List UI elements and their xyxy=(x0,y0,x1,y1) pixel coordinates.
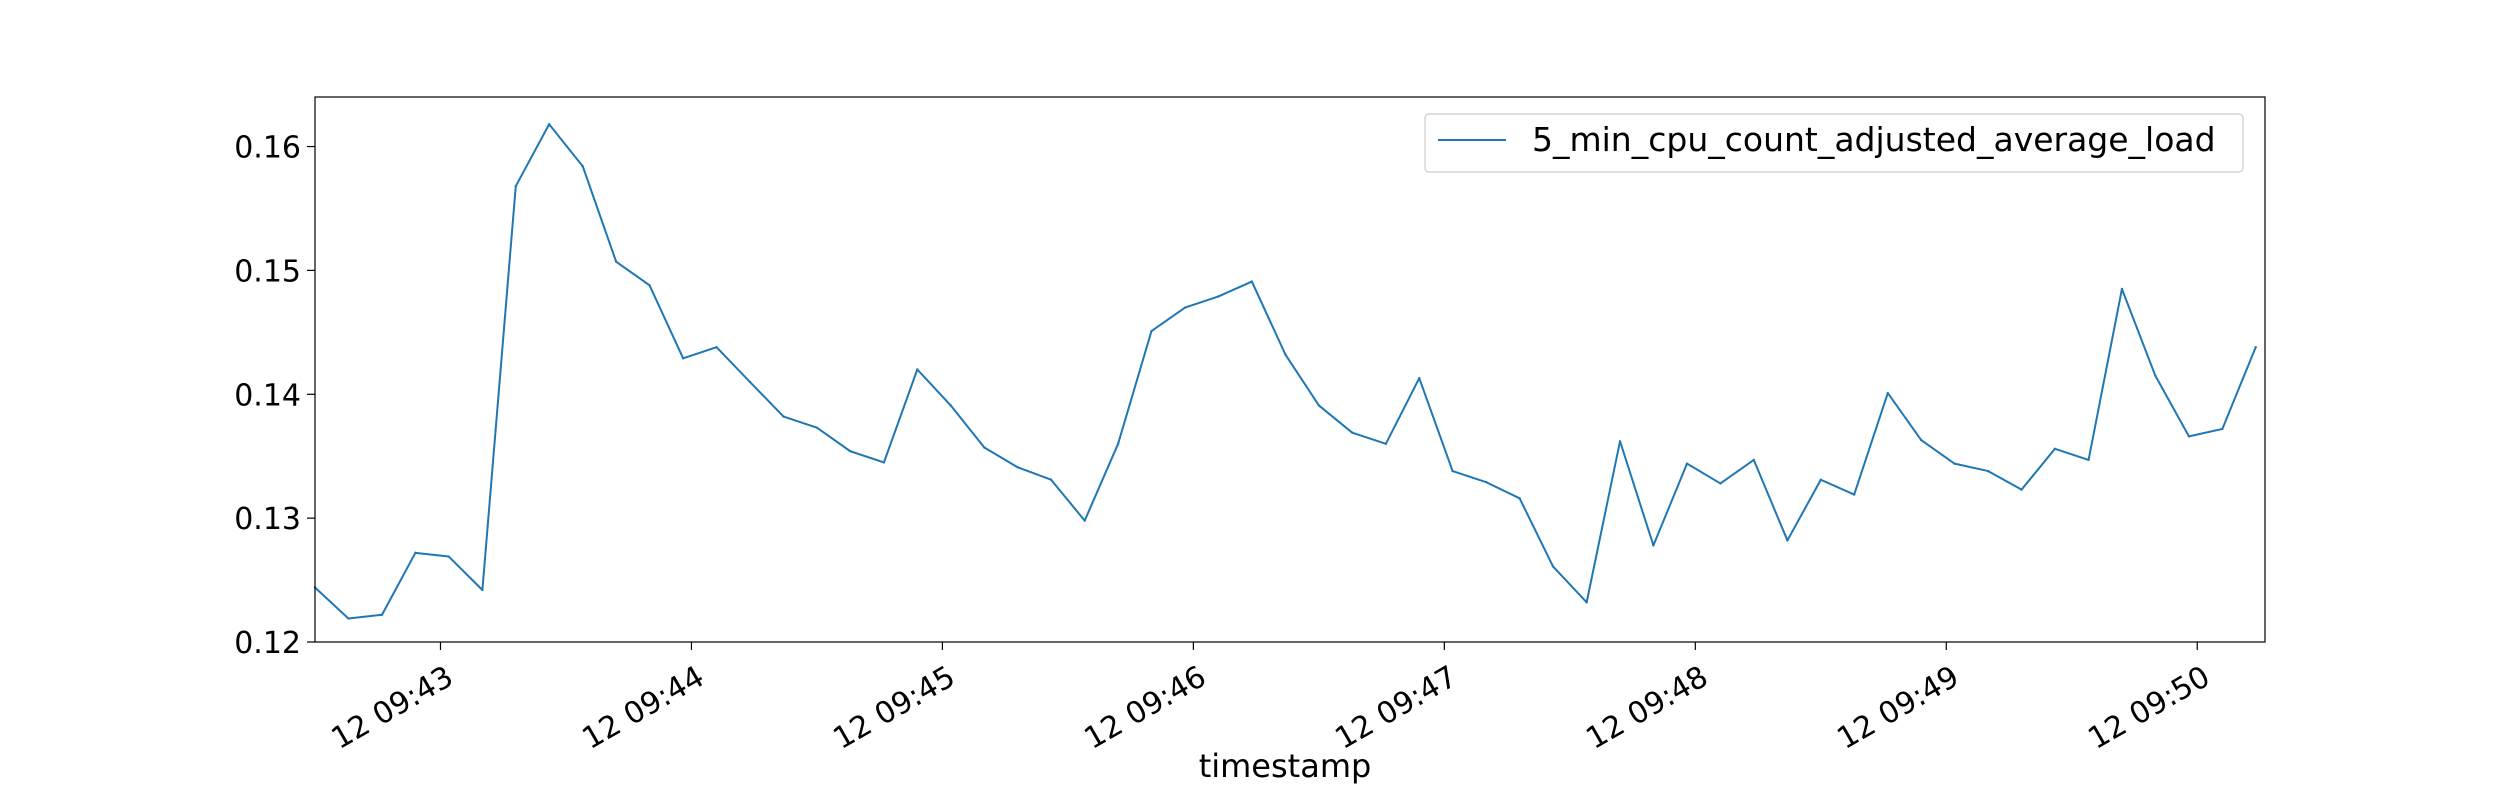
data-point xyxy=(2120,287,2124,291)
legend: 5_min_cpu_count_adjusted_average_load xyxy=(1424,113,2244,173)
data-point xyxy=(581,165,584,168)
data-point xyxy=(547,123,551,126)
data-point xyxy=(849,450,852,453)
data-point xyxy=(648,284,651,287)
data-point xyxy=(1719,482,1722,485)
data-point xyxy=(882,461,886,464)
data-point xyxy=(1183,306,1187,309)
data-point xyxy=(347,617,350,620)
data-point xyxy=(1652,544,1655,547)
data-point xyxy=(782,415,785,418)
series-layer xyxy=(313,123,2257,620)
y-tick-label: 0.15 xyxy=(234,254,301,289)
data-point xyxy=(1685,462,1689,465)
data-point xyxy=(414,551,417,555)
data-point xyxy=(481,588,484,592)
data-point xyxy=(1451,469,1454,473)
data-point xyxy=(815,426,819,429)
data-point xyxy=(715,346,718,349)
data-point xyxy=(1217,295,1220,298)
data-point xyxy=(1116,442,1120,446)
data-point xyxy=(1886,391,1890,395)
legend-box xyxy=(1424,113,2244,173)
data-point xyxy=(1418,376,1421,380)
data-point xyxy=(1384,442,1388,446)
data-point xyxy=(1551,565,1555,568)
data-point xyxy=(1919,438,1923,442)
data-point xyxy=(2254,346,2257,349)
y-axis: 0.12 0.13 0.14 0.15 0.16 xyxy=(234,131,315,661)
y-tick-label: 0.14 xyxy=(234,378,301,413)
data-point xyxy=(2187,435,2191,438)
data-point xyxy=(1585,601,1588,604)
data-point xyxy=(614,260,618,263)
data-point xyxy=(748,380,752,384)
y-tick-label: 0.13 xyxy=(234,502,301,537)
y-tick-label: 0.16 xyxy=(234,131,301,166)
legend-label: 5_min_cpu_count_adjusted_average_load xyxy=(1532,120,2216,159)
data-point xyxy=(1284,353,1287,356)
data-point xyxy=(447,555,450,558)
data-point xyxy=(514,184,517,188)
data-point xyxy=(1953,462,1956,465)
data-point xyxy=(983,446,986,449)
y-tick-label: 0.12 xyxy=(234,626,301,661)
data-point xyxy=(1618,440,1622,443)
data-point xyxy=(1819,478,1822,481)
data-point xyxy=(681,357,685,360)
data-point xyxy=(2221,427,2224,431)
data-point xyxy=(1016,466,1019,469)
data-point xyxy=(1485,481,1488,484)
data-point xyxy=(1351,431,1354,434)
data-point xyxy=(949,404,952,407)
data-point xyxy=(1752,458,1755,462)
data-point xyxy=(1518,497,1521,500)
data-point xyxy=(1250,280,1254,283)
plot-frame xyxy=(314,96,2266,643)
data-point xyxy=(1083,519,1086,522)
data-point xyxy=(2053,447,2057,450)
data-point xyxy=(2087,458,2090,462)
data-point xyxy=(916,368,919,371)
data-point xyxy=(2020,488,2023,491)
data-point xyxy=(1317,404,1321,407)
data-point xyxy=(1049,478,1053,481)
data-point xyxy=(1786,539,1789,542)
data-point xyxy=(380,613,384,616)
data-point xyxy=(1986,469,1990,473)
data-point xyxy=(1852,493,1856,496)
x-axis-label: timestamp xyxy=(1199,747,1372,785)
data-point xyxy=(2154,374,2157,377)
data-point xyxy=(1150,329,1153,333)
